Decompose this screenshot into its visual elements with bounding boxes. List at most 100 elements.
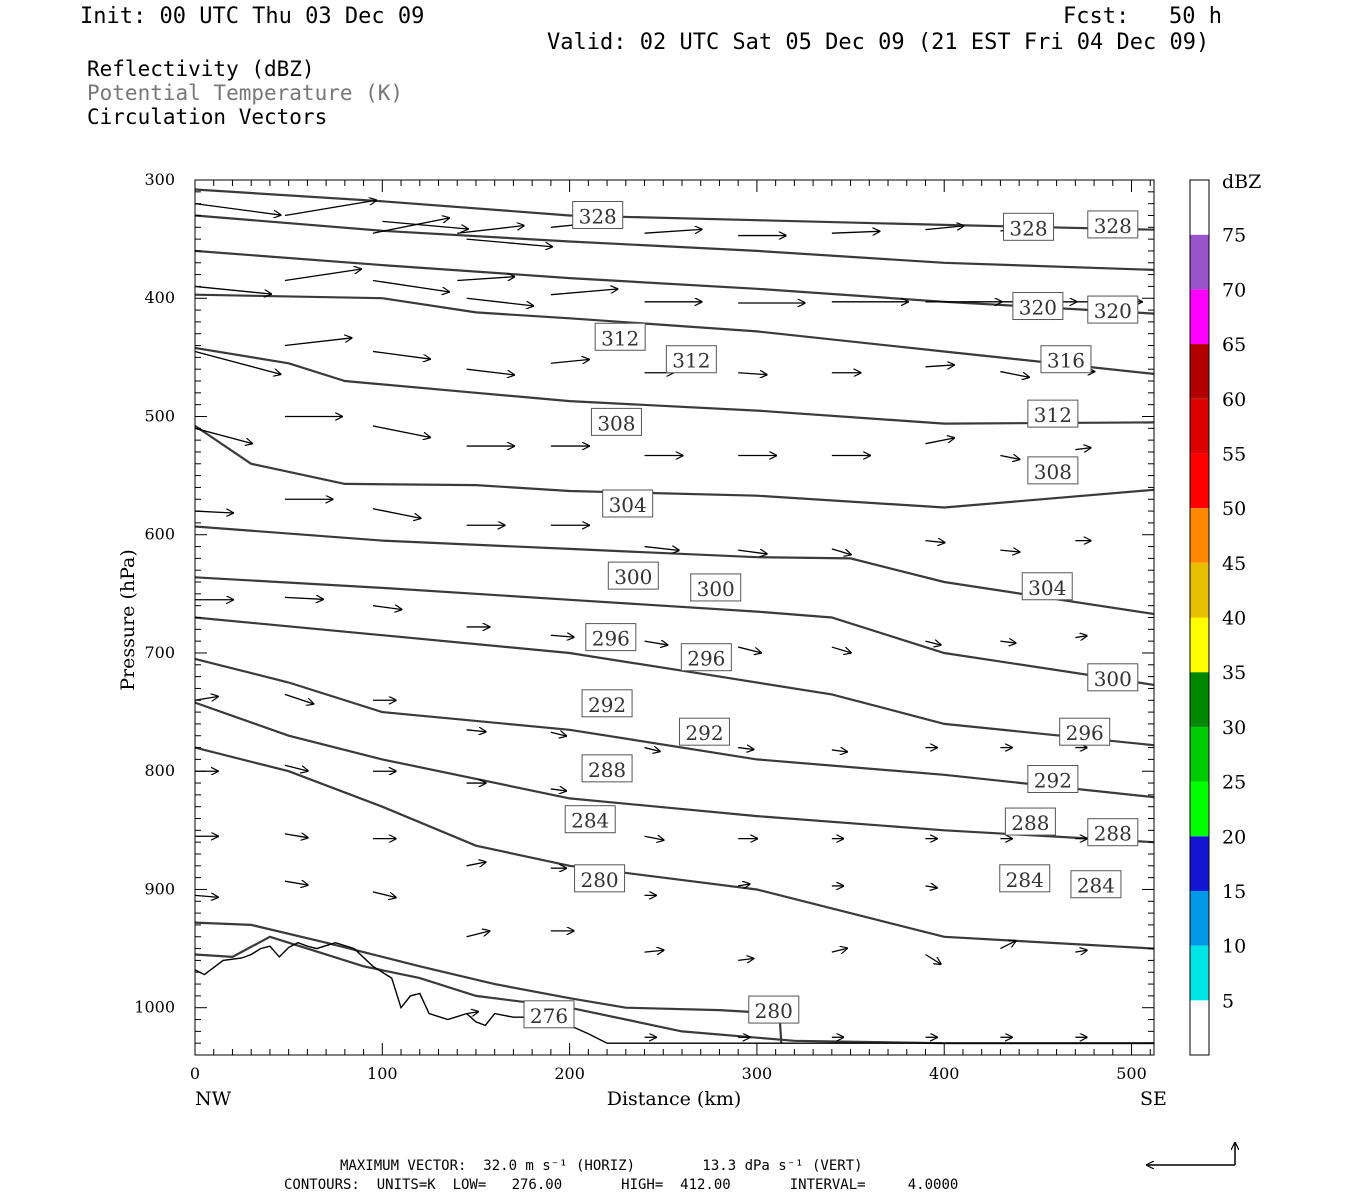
- contour-label: 312: [1034, 403, 1072, 427]
- y-tick-label: 600: [144, 525, 175, 544]
- circulation-vector: [831, 948, 847, 952]
- contour-label-box: [1003, 212, 1055, 241]
- colorbar-segment: [1190, 398, 1209, 454]
- y-axis-label: Pressure (hPa): [117, 549, 139, 691]
- contour-label: 304: [1028, 576, 1066, 600]
- contour-label-box: [1040, 345, 1092, 374]
- colorbar-segment: [1190, 617, 1209, 673]
- contour-label: 312: [672, 349, 710, 373]
- circulation-vector: [194, 511, 233, 513]
- x-end-label-left: NW: [195, 1088, 232, 1110]
- circulation-vector: [831, 231, 880, 233]
- colorbar-tick-label: 25: [1222, 772, 1246, 794]
- contour-label: 296: [1066, 721, 1104, 745]
- circulation-vector: [1000, 456, 1019, 460]
- circulation-vector: [284, 881, 308, 885]
- contour-label: 300: [1094, 667, 1132, 691]
- contour-label: 300: [614, 565, 652, 589]
- contours-note: CONTOURS: UNITS=K LOW= 276.00 HIGH= 412.…: [284, 1177, 959, 1193]
- contour-line-328-0: [194, 188, 1155, 231]
- circulation-vector: [644, 641, 668, 645]
- max-vector-note: MAXIMUM VECTOR: 32.0 m s⁻¹ (HORIZ) 13.3 …: [340, 1158, 863, 1174]
- circulation-vector: [382, 220, 468, 229]
- circulation-vector: [738, 884, 749, 886]
- contour-label: 320: [1019, 296, 1057, 320]
- x-tick-label: 400: [929, 1064, 960, 1083]
- colorbar-tick-label: 60: [1222, 389, 1246, 411]
- circulation-vector: [194, 203, 281, 215]
- colorbar-tick-label: 50: [1222, 498, 1246, 520]
- contour-label-box: [1087, 663, 1139, 692]
- contour-label: 328: [579, 204, 617, 228]
- valid-time: Valid: 02 UTC Sat 05 Dec 09 (21 EST Fri …: [547, 30, 1210, 55]
- colorbar-tick-label: 10: [1222, 936, 1246, 958]
- circulation-vectors: [194, 200, 1142, 1037]
- x-end-label-right: SE: [1140, 1088, 1167, 1110]
- contour-labels: 328 328 328 320 320 312 312 316 312 308 308 304 304 3…: [523, 200, 1139, 1029]
- circulation-vector: [284, 597, 323, 599]
- circulation-vector: [194, 895, 218, 897]
- circulation-vector: [925, 953, 940, 964]
- contour-label: 288: [1011, 811, 1049, 835]
- circulation-vector: [466, 931, 490, 938]
- colorbar-tick-label: 55: [1222, 443, 1246, 465]
- contour-label: 276: [530, 1004, 568, 1028]
- colorbar-frame: [1189, 179, 1210, 1056]
- contour-label-box: [590, 407, 642, 436]
- circulation-vector: [466, 862, 486, 866]
- contour-label-box: [602, 489, 654, 518]
- circulation-vector: [644, 748, 660, 752]
- contour-label-box: [1059, 717, 1111, 746]
- contour-line-304-6: [194, 525, 1155, 616]
- circulation-vector: [925, 365, 954, 367]
- circulation-vector: [738, 550, 767, 554]
- contour-label: 312: [601, 326, 639, 350]
- contour-line-276-13: [194, 935, 1154, 1045]
- x-tick-label: 300: [742, 1064, 773, 1083]
- init-time: Init: 00 UTC Thu 03 Dec 09: [80, 4, 425, 29]
- circulation-vector: [284, 764, 308, 771]
- colorbar-title: dBZ: [1222, 171, 1261, 193]
- colorbar-tick-label: 20: [1222, 826, 1246, 848]
- contour-label: 300: [697, 577, 735, 601]
- field-theta: Potential Temperature (K): [87, 81, 404, 105]
- contour-line-324-1: [194, 214, 1155, 271]
- colorbar-tick-label: 35: [1222, 662, 1246, 684]
- y-tick-label: 800: [144, 761, 175, 780]
- colorbar: 5 10 15 20 25 30 35 40 45 50 55 60 65 70 75: [1189, 179, 1246, 1056]
- circulation-vector: [194, 696, 218, 700]
- forecast-hour: Fcst: 50 h: [1063, 4, 1222, 29]
- circulation-vector: [466, 368, 515, 375]
- contour-label-box: [1021, 572, 1073, 601]
- y-tick-label: 500: [144, 406, 175, 425]
- contour-label-box: [678, 717, 730, 746]
- circulation-vector: [925, 438, 954, 445]
- circulation-vector: [466, 730, 486, 732]
- circulation-vector: [738, 748, 753, 750]
- contour-label-box: [564, 805, 616, 834]
- x-tick-label: 500: [1116, 1064, 1147, 1083]
- contour-label-box: [690, 573, 742, 602]
- colorbar-segment: [1190, 726, 1209, 782]
- circulation-vector: [925, 541, 944, 543]
- circulation-vector: [831, 646, 851, 653]
- y-tick-label: 900: [144, 879, 175, 898]
- field-reflectivity: Reflectivity (dBZ): [87, 57, 315, 81]
- colorbar-segment: [1190, 234, 1209, 290]
- circulation-vector: [925, 226, 963, 230]
- contour-label-box: [1070, 870, 1122, 899]
- y-tick-label: 400: [144, 288, 175, 307]
- circulation-vector: [372, 891, 396, 898]
- contour-line-292-9: [194, 657, 1155, 799]
- circulation-vector: [284, 693, 314, 704]
- circulation-vector: [925, 641, 940, 645]
- contour-line-288-10: [194, 701, 1155, 844]
- contour-label: 292: [588, 693, 626, 717]
- circulation-vector: [1075, 950, 1086, 952]
- contour-line-296-8: [194, 616, 1155, 747]
- contour-label-box: [1087, 818, 1139, 847]
- contour-label-box: [607, 561, 659, 590]
- field-vectors: Circulation Vectors: [87, 105, 328, 129]
- contour-label: 288: [588, 758, 626, 782]
